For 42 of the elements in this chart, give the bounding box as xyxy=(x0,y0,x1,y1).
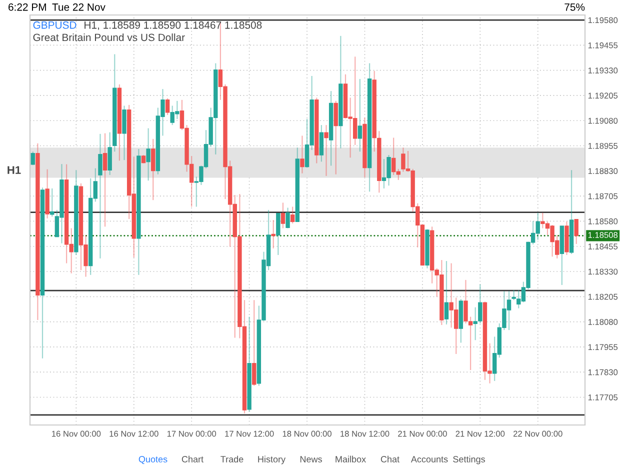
x-tick-label: 21 Nov 12:00 xyxy=(456,430,505,437)
text: Accounts xyxy=(410,456,448,462)
y-tick-label: 1.18705 xyxy=(588,193,618,200)
y-tick-label: 1.19580 xyxy=(588,17,618,24)
text: Tue 22 Nov xyxy=(52,3,106,11)
y-tick-label: 1.18830 xyxy=(588,168,618,174)
y-tick-label: 1.18205 xyxy=(588,294,618,300)
ref-line-label: 1.18508 xyxy=(588,232,618,238)
y-tick-label: 1.18455 xyxy=(588,244,618,250)
y-tick-label: 1.18580 xyxy=(588,218,618,224)
y-tick-label: 1.18955 xyxy=(588,142,618,149)
x-tick-label: 22 Nov 00:00 xyxy=(514,430,562,437)
x-tick-label: 21 Nov 00:00 xyxy=(398,430,447,437)
chart-title: GBPUSD xyxy=(33,21,76,29)
y-tick-label: 1.17955 xyxy=(588,344,618,350)
y-tick-label: 1.17830 xyxy=(588,369,618,376)
x-tick-label: 18 Nov 00:00 xyxy=(282,430,332,437)
x-tick-label: 18 Nov 12:00 xyxy=(340,430,390,437)
x-tick-label: 16 Nov 00:00 xyxy=(52,430,101,437)
text: Settings xyxy=(453,456,485,464)
x-tick-label: 16 Nov 12:00 xyxy=(110,430,158,437)
y-tick-label: 1.19330 xyxy=(588,68,618,74)
y-tick-label: 1.19455 xyxy=(588,42,618,48)
text: 6:22 PM xyxy=(8,3,46,11)
text: 75% xyxy=(564,3,585,11)
x-tick-label: 17 Nov 12:00 xyxy=(225,430,274,437)
y-tick-label: 1.19080 xyxy=(588,118,618,124)
text: News xyxy=(300,456,322,462)
text: H1 xyxy=(8,166,21,174)
text: History xyxy=(258,456,286,464)
y-tick-label: 1.18080 xyxy=(588,318,618,325)
y-tick-label: 1.18330 xyxy=(588,268,618,275)
y-tick-label: 1.17705 xyxy=(588,394,618,400)
text: Chat xyxy=(380,456,400,462)
text: Chart xyxy=(182,456,204,462)
text: Quotes xyxy=(138,456,168,464)
annotation: Great Britain Pound vs US Dollar xyxy=(33,33,185,42)
x-tick-label: 17 Nov 00:00 xyxy=(167,430,216,437)
text: Mailbox xyxy=(336,456,366,462)
text: Trade xyxy=(220,456,244,462)
text: H1, 1.18589 1.18590 1.18467 1.18508 xyxy=(84,21,262,30)
y-tick-label: 1.19205 xyxy=(588,92,618,99)
